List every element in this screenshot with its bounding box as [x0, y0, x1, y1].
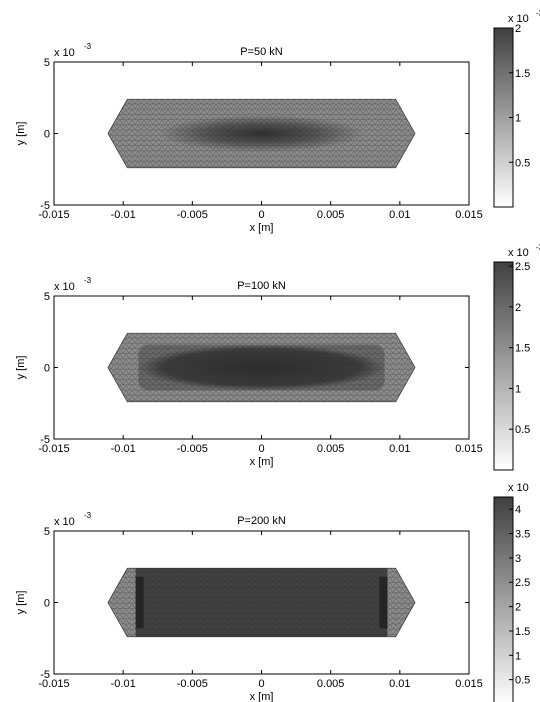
x-axis-label: x [m]	[250, 691, 274, 702]
colorbar-tick-label: 1.5	[515, 68, 530, 80]
x-tick-label: 0	[258, 209, 264, 221]
y-tick-label: -5	[40, 200, 50, 212]
y-tick-label: 0	[44, 129, 50, 141]
mesh-lines	[107, 99, 416, 168]
x-tick-label: 0.005	[317, 443, 345, 455]
colorbar-tick-label: 1	[515, 650, 521, 662]
x-axis-label: x [m]	[250, 456, 274, 468]
colorbar-tick-label: 2	[515, 302, 521, 314]
chart-title: P=200 kN	[237, 515, 286, 527]
y-exponent-base: x 10	[54, 516, 75, 528]
x-tick-label: -0.015	[38, 443, 69, 455]
chart-title: P=50 kN	[240, 46, 283, 58]
y-axis-label: y [m]	[15, 591, 27, 615]
x-tick-label: -0.01	[111, 678, 136, 690]
colorbar-tick-label: 1.5	[515, 626, 530, 638]
mesh-lines	[107, 333, 416, 402]
colorbar-exponent-base: x 10	[508, 482, 529, 494]
y-tick-label: 5	[44, 526, 50, 538]
x-tick-label: 0.01	[389, 678, 410, 690]
mesh-outline	[107, 567, 416, 638]
stress-field	[107, 333, 416, 402]
x-axis-label: x [m]	[250, 222, 274, 234]
y-axis-label: y [m]	[15, 356, 27, 380]
y-tick-label: 5	[44, 57, 50, 69]
chart-title: P=100 kN	[237, 280, 286, 292]
x-tick-label: 0	[258, 443, 264, 455]
x-tick-label: -0.005	[177, 209, 208, 221]
mesh-outline	[107, 332, 416, 403]
x-tick-label: 0.015	[455, 443, 483, 455]
colorbar-tick-label: 2	[515, 23, 521, 35]
mesh-lines	[107, 568, 416, 637]
stress-field	[107, 99, 416, 168]
colorbar-exponent-power: -3	[536, 9, 540, 18]
x-tick-label: -0.005	[177, 678, 208, 690]
colorbar-exponent-power: -3	[536, 243, 540, 252]
y-tick-label: -5	[40, 434, 50, 446]
colorbar-tick-label: 1.5	[515, 343, 530, 355]
y-exponent-base: x 10	[54, 47, 75, 59]
subplot-3: -0.015 -0.01 -0.005 0 0.005 0.01 0.015 5 0 -5 x 10…	[15, 482, 530, 702]
colorbar-tick-label: 3.5	[515, 529, 530, 541]
colorbar-tick-label: 2	[515, 602, 521, 614]
mesh-outline	[107, 98, 416, 169]
subplot-2: -0.015 -0.01 -0.005 0 0.005 0.01 0.015 5 0 -5 x 10…	[15, 243, 540, 471]
x-tick-label: -0.015	[38, 678, 69, 690]
y-tick-label: -5	[40, 669, 50, 681]
x-tick-label: 0.005	[317, 678, 345, 690]
subplot-1: -0.015 -0.01 -0.005 0 0.005 0.01 0.015 5 0 -5 x 10…	[15, 9, 540, 234]
colorbar-tick-label: 4	[515, 504, 521, 516]
x-tick-label: 0.01	[389, 443, 410, 455]
colorbar-tick-label: 1	[515, 113, 521, 125]
x-tick-label: -0.005	[177, 443, 208, 455]
y-exponent-base: x 10	[54, 281, 75, 293]
y-exponent-power: -3	[84, 276, 92, 285]
x-tick-label: 0	[258, 678, 264, 690]
y-exponent-power: -3	[84, 42, 92, 51]
colorbar-tick-label: 0.5	[515, 424, 530, 436]
colorbar	[493, 496, 514, 702]
x-tick-label: -0.01	[111, 443, 136, 455]
y-tick-label: 5	[44, 291, 50, 303]
colorbar-exponent-base: x 10	[508, 13, 529, 25]
colorbar-tick-label: 1	[515, 383, 521, 395]
colorbar-tick-label: 2.5	[515, 261, 530, 273]
colorbar-exponent-base: x 10	[508, 247, 529, 259]
x-tick-label: -0.015	[38, 209, 69, 221]
x-tick-label: 0.015	[455, 678, 483, 690]
colorbar-tick-label: 2.5	[515, 577, 530, 589]
y-tick-label: 0	[44, 598, 50, 610]
colorbar-tick-label: 0.5	[515, 157, 530, 169]
stress-field	[107, 568, 416, 637]
y-axis-label: y [m]	[15, 122, 27, 146]
colorbar-tick-label: 0.5	[515, 675, 530, 687]
x-tick-label: 0.01	[389, 209, 410, 221]
colorbar-tick-label: 3	[515, 553, 521, 565]
x-tick-label: 0.005	[317, 209, 345, 221]
x-tick-label: -0.01	[111, 209, 136, 221]
colorbar	[493, 261, 514, 471]
x-tick-label: 0.015	[455, 209, 483, 221]
y-exponent-power: -3	[84, 511, 92, 520]
y-tick-label: 0	[44, 363, 50, 375]
